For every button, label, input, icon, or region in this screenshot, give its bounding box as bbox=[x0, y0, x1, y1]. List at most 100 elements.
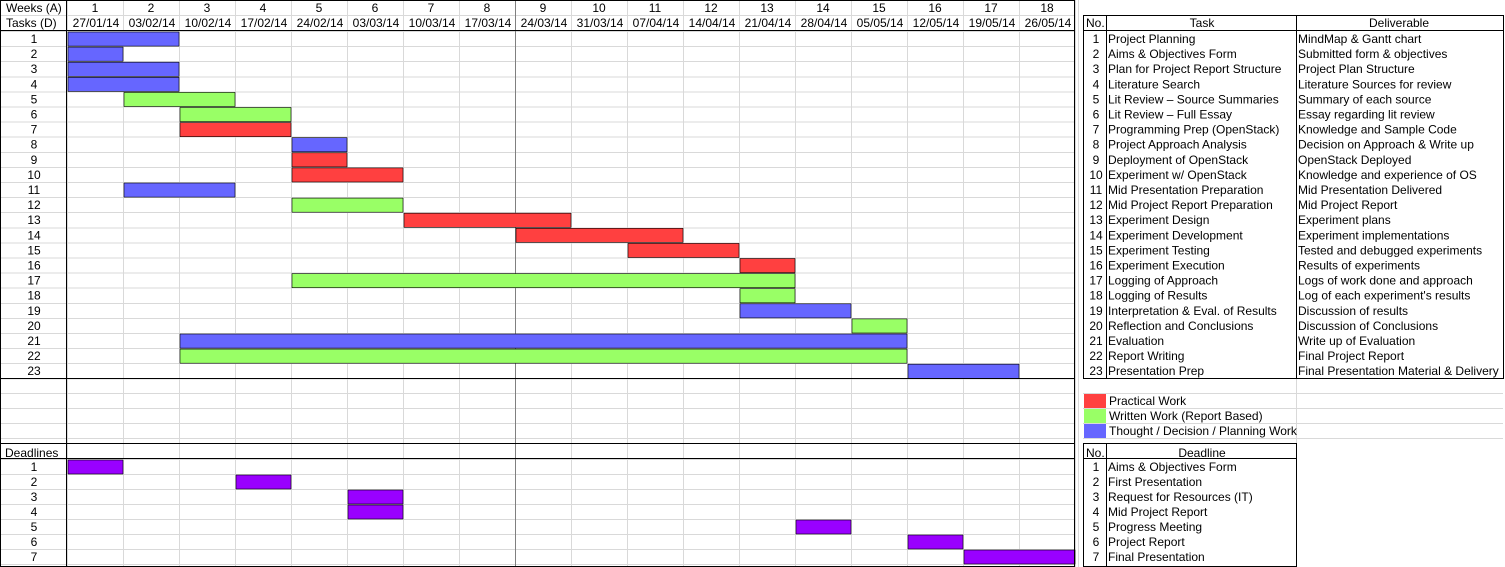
legend-label-thought: Thought / Decision / Planning Work bbox=[1109, 424, 1298, 438]
task-table-no: 10 bbox=[1089, 168, 1103, 182]
task-table-task: Evaluation bbox=[1108, 334, 1164, 348]
gantt-row-number: 23 bbox=[27, 364, 41, 378]
task-table-no: 11 bbox=[1090, 183, 1103, 197]
deadline-row-number: 5 bbox=[31, 520, 38, 534]
task-table-deliverable: Mid Project Report bbox=[1298, 198, 1398, 212]
task-table-task: Lit Review – Full Essay bbox=[1108, 108, 1232, 122]
week-number: 4 bbox=[260, 1, 267, 15]
week-date: 28/04/14 bbox=[801, 16, 848, 30]
task-table-no: 14 bbox=[1089, 228, 1103, 242]
week-number: 15 bbox=[872, 1, 886, 15]
gantt-row-number: 4 bbox=[31, 77, 38, 91]
gantt-row-number: 11 bbox=[28, 183, 41, 197]
task-table-no: 22 bbox=[1089, 349, 1103, 363]
task-table-no: 8 bbox=[1093, 138, 1100, 152]
task-table-no: 12 bbox=[1089, 198, 1103, 212]
task-table-no: 23 bbox=[1089, 364, 1103, 378]
deadline-table-name: Progress Meeting bbox=[1108, 520, 1202, 534]
week-date: 19/05/14 bbox=[969, 16, 1016, 30]
week-number: 16 bbox=[928, 1, 942, 15]
deadline-bar-3 bbox=[347, 489, 404, 505]
task-table-deliverable: Essay regarding lit review bbox=[1298, 108, 1435, 122]
deadline-row-number: 4 bbox=[31, 505, 38, 519]
deadline-table-no: 7 bbox=[1093, 550, 1100, 564]
task-table-deliverable: Final Presentation Material & Delivery bbox=[1298, 364, 1499, 378]
week-date: 27/01/14 bbox=[73, 16, 120, 30]
gantt-row-number: 9 bbox=[31, 153, 38, 167]
task-table-task: Interpretation & Eval. of Results bbox=[1108, 304, 1277, 318]
task-table-deliverable: OpenStack Deployed bbox=[1298, 153, 1411, 167]
week-date: 31/03/14 bbox=[577, 16, 624, 30]
gantt-row-number: 7 bbox=[31, 123, 38, 137]
task-bar-8 bbox=[291, 137, 348, 153]
week-date: 24/03/14 bbox=[521, 16, 568, 30]
task-table-deliverable: Literature Sources for review bbox=[1298, 77, 1452, 91]
week-number: 6 bbox=[372, 1, 379, 15]
task-table-task-header: Task bbox=[1190, 16, 1216, 30]
task-table-task: Experiment Design bbox=[1108, 213, 1209, 227]
gantt-row-number: 21 bbox=[27, 334, 41, 348]
deadline-table-no: 4 bbox=[1093, 505, 1100, 519]
task-table-deliverable: Project Plan Structure bbox=[1298, 62, 1415, 76]
task-table-task: Programming Prep (OpenStack) bbox=[1108, 123, 1279, 137]
task-table-task: Experiment Testing bbox=[1108, 243, 1210, 257]
task-table-deliverable: Knowledge and experience of OS bbox=[1298, 168, 1477, 182]
task-table-no: 2 bbox=[1093, 47, 1100, 61]
deadline-row-number: 2 bbox=[31, 475, 38, 489]
deadline-bars bbox=[67, 459, 1076, 565]
gantt-row-number: 15 bbox=[27, 243, 41, 257]
task-table-task: Logging of Results bbox=[1108, 289, 1207, 303]
task-table-deliverable: Final Project Report bbox=[1298, 349, 1405, 363]
task-table-no: 21 bbox=[1089, 334, 1103, 348]
task-bar-5 bbox=[123, 92, 236, 107]
deadline-table-no: 2 bbox=[1093, 475, 1100, 489]
gantt-row-number: 16 bbox=[27, 259, 41, 273]
tasks-header-label: Tasks (D) bbox=[6, 16, 57, 30]
task-table-task: Mid Project Report Preparation bbox=[1108, 198, 1273, 212]
week-number: 7 bbox=[428, 1, 435, 15]
gantt-row-number: 22 bbox=[27, 349, 41, 363]
task-table-no: 20 bbox=[1089, 319, 1103, 333]
gantt-row-number: 13 bbox=[27, 213, 41, 227]
deadline-table-name: Aims & Objectives Form bbox=[1108, 460, 1237, 474]
deadline-table-no: 5 bbox=[1093, 520, 1100, 534]
task-bar-20 bbox=[851, 318, 908, 334]
task-table-deliverable: MindMap & Gantt chart bbox=[1298, 32, 1422, 46]
task-table-task: Literature Search bbox=[1108, 77, 1200, 91]
week-number: 17 bbox=[984, 1, 998, 15]
week-number: 5 bbox=[316, 1, 323, 15]
week-date: 26/05/14 bbox=[1025, 16, 1072, 30]
task-table-task: Deployment of OpenStack bbox=[1108, 153, 1249, 167]
task-bar-2 bbox=[67, 46, 124, 62]
task-table-no: 9 bbox=[1093, 153, 1100, 167]
deadline-table-no: 3 bbox=[1093, 490, 1100, 504]
deadline-bar-4 bbox=[347, 504, 404, 520]
task-bar-17 bbox=[291, 273, 796, 289]
task-table-no: 6 bbox=[1093, 108, 1100, 122]
task-table-no: 17 bbox=[1089, 274, 1103, 288]
task-table-no: 5 bbox=[1093, 92, 1100, 106]
deadline-row-number: 7 bbox=[31, 550, 38, 564]
deadline-bar-6 bbox=[907, 534, 964, 550]
legend-swatch-thought bbox=[1084, 424, 1106, 438]
week-number: 13 bbox=[760, 1, 774, 15]
week-number: 18 bbox=[1040, 1, 1054, 15]
week-date: 05/05/14 bbox=[857, 16, 904, 30]
week-number: 9 bbox=[540, 1, 547, 15]
gantt-row-number: 5 bbox=[31, 92, 38, 106]
gantt-row-number: 19 bbox=[27, 304, 41, 318]
legend-label-written: Written Work (Report Based) bbox=[1109, 409, 1263, 423]
task-table-deliverable: Mid Presentation Delivered bbox=[1298, 183, 1442, 197]
gantt-row-number: 8 bbox=[31, 138, 38, 152]
deadline-table-no: 1 bbox=[1093, 460, 1100, 474]
gantt-row-number: 1 bbox=[31, 32, 38, 46]
task-table-no: 16 bbox=[1089, 259, 1103, 273]
task-table-no: 18 bbox=[1089, 289, 1103, 303]
task-table-no: 3 bbox=[1093, 62, 1100, 76]
week-number: 11 bbox=[649, 1, 662, 15]
week-date: 03/03/14 bbox=[353, 16, 400, 30]
week-date: 10/03/14 bbox=[409, 16, 456, 30]
week-number: 8 bbox=[484, 1, 491, 15]
deadline-bar-1 bbox=[67, 459, 124, 475]
